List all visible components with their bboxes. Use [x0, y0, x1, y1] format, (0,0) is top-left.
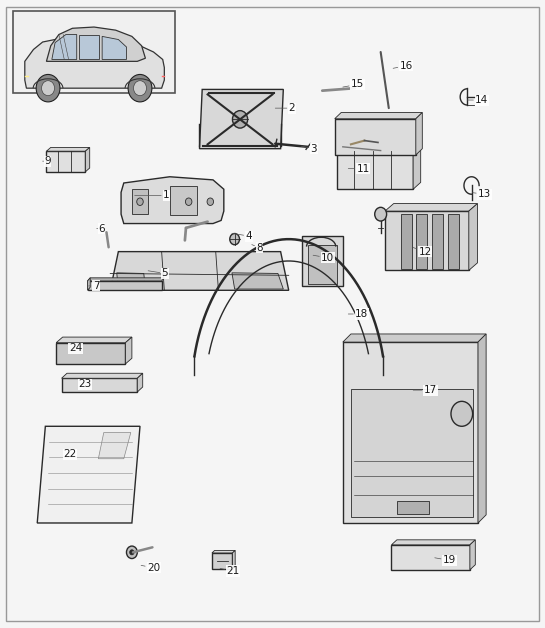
Text: 13: 13 — [473, 189, 491, 199]
Circle shape — [126, 546, 137, 558]
Polygon shape — [88, 278, 165, 281]
Polygon shape — [62, 378, 137, 392]
Polygon shape — [102, 36, 126, 60]
Text: 5: 5 — [148, 268, 168, 278]
Polygon shape — [343, 334, 486, 342]
Text: 19: 19 — [435, 555, 456, 565]
Polygon shape — [37, 426, 140, 523]
Polygon shape — [110, 252, 289, 290]
Polygon shape — [337, 151, 413, 189]
Polygon shape — [397, 501, 429, 514]
Polygon shape — [416, 214, 427, 269]
Text: 9: 9 — [43, 156, 51, 166]
Polygon shape — [56, 343, 125, 364]
Text: 20: 20 — [141, 563, 160, 573]
Polygon shape — [212, 553, 233, 568]
Text: 4: 4 — [232, 231, 252, 241]
Circle shape — [230, 234, 239, 245]
Polygon shape — [449, 214, 459, 269]
Polygon shape — [401, 214, 412, 269]
Polygon shape — [343, 342, 478, 523]
Polygon shape — [478, 334, 486, 523]
Polygon shape — [232, 273, 283, 289]
Polygon shape — [62, 373, 143, 378]
Polygon shape — [416, 112, 422, 155]
Polygon shape — [432, 214, 443, 269]
Polygon shape — [46, 151, 86, 172]
Polygon shape — [337, 144, 421, 151]
Text: 21: 21 — [220, 566, 240, 576]
Circle shape — [128, 75, 152, 102]
Text: 16: 16 — [393, 61, 413, 71]
Polygon shape — [413, 144, 421, 189]
Circle shape — [137, 198, 143, 205]
Circle shape — [130, 550, 134, 555]
Polygon shape — [80, 35, 99, 60]
Text: 6: 6 — [96, 224, 105, 234]
Circle shape — [134, 80, 147, 95]
Polygon shape — [52, 35, 77, 60]
Polygon shape — [335, 119, 416, 155]
Polygon shape — [98, 433, 131, 458]
Polygon shape — [212, 550, 235, 553]
Polygon shape — [137, 373, 143, 392]
Text: 8: 8 — [252, 243, 263, 253]
Polygon shape — [351, 389, 473, 517]
Polygon shape — [117, 273, 146, 289]
Polygon shape — [46, 27, 146, 62]
Circle shape — [207, 198, 214, 205]
Polygon shape — [46, 148, 90, 151]
Polygon shape — [88, 278, 90, 290]
Circle shape — [185, 198, 192, 205]
Polygon shape — [385, 211, 469, 270]
Text: 2: 2 — [275, 103, 295, 113]
Text: 15: 15 — [343, 79, 364, 89]
Text: 22: 22 — [63, 450, 77, 459]
Polygon shape — [469, 203, 477, 270]
Polygon shape — [391, 545, 470, 570]
Text: 10: 10 — [313, 253, 334, 263]
Circle shape — [36, 75, 60, 102]
Polygon shape — [56, 337, 132, 343]
Text: 11: 11 — [348, 164, 370, 174]
Polygon shape — [308, 246, 337, 284]
Polygon shape — [470, 540, 475, 570]
Polygon shape — [302, 236, 343, 286]
Polygon shape — [335, 112, 422, 119]
Text: 3: 3 — [301, 144, 317, 154]
Polygon shape — [199, 89, 283, 149]
Polygon shape — [391, 540, 475, 545]
Polygon shape — [385, 203, 477, 211]
Text: 23: 23 — [78, 379, 92, 389]
Text: 17: 17 — [413, 385, 437, 395]
Text: 18: 18 — [348, 309, 368, 319]
Text: 14: 14 — [467, 95, 488, 105]
Polygon shape — [233, 550, 235, 568]
Text: 7: 7 — [89, 281, 99, 291]
Polygon shape — [88, 281, 162, 290]
Polygon shape — [125, 337, 132, 364]
Polygon shape — [25, 38, 165, 88]
Polygon shape — [121, 176, 224, 224]
Circle shape — [375, 207, 386, 221]
Polygon shape — [132, 189, 148, 214]
Circle shape — [233, 111, 247, 128]
Polygon shape — [169, 186, 197, 215]
Polygon shape — [86, 148, 90, 172]
Circle shape — [41, 80, 55, 95]
Text: 24: 24 — [69, 344, 82, 354]
Text: 1: 1 — [135, 190, 169, 200]
Text: 12: 12 — [413, 247, 432, 257]
Bar — [13, 11, 175, 92]
Circle shape — [451, 401, 473, 426]
